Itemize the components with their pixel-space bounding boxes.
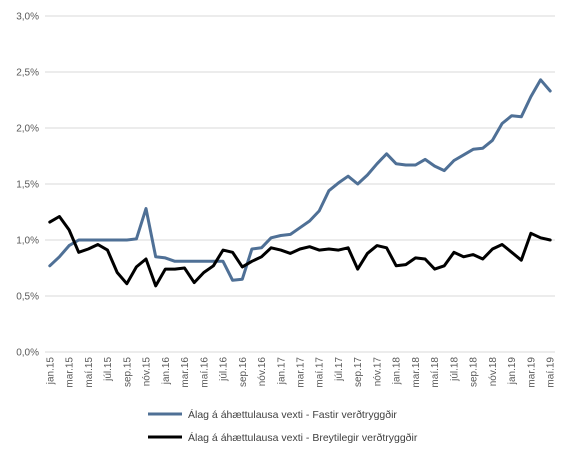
x-tick-label: nóv.17 bbox=[372, 357, 383, 387]
y-tick-label: 1,0% bbox=[16, 236, 39, 247]
x-tick-label: jan.16 bbox=[161, 357, 172, 386]
x-tick-label: mar.19 bbox=[526, 357, 537, 388]
legend: Álag á áhættulausa vexti - Fastir verðtr… bbox=[148, 408, 418, 444]
x-tick-label: nóv.18 bbox=[488, 357, 499, 387]
x-tick-label: maí.16 bbox=[199, 357, 210, 388]
x-tick-label: maí.18 bbox=[430, 357, 441, 388]
x-tick-label: júl.16 bbox=[219, 357, 230, 382]
y-axis-tick-labels: 0,0% 0,5% 1,0% 1,5% 2,0% 2,5% 3,0% bbox=[16, 12, 39, 359]
x-tick-label: mar.16 bbox=[180, 357, 191, 388]
x-tick-label: jan.15 bbox=[45, 357, 56, 386]
y-tick-label: 1,5% bbox=[16, 180, 39, 191]
x-tick-label: sep.17 bbox=[353, 357, 364, 387]
x-tick-label: mar.18 bbox=[411, 357, 422, 388]
legend-label-variable: Álag á áhættulausa vexti - Breytilegir v… bbox=[188, 431, 418, 444]
x-tick-label: mar.15 bbox=[65, 357, 76, 388]
x-tick-label: júl.15 bbox=[103, 357, 114, 382]
x-tick-label: nóv.16 bbox=[257, 357, 268, 387]
y-tick-label: 2,5% bbox=[16, 68, 39, 79]
x-tick-label: sep.18 bbox=[469, 357, 480, 387]
x-tick-label: jan.17 bbox=[276, 357, 287, 386]
y-tick-label: 2,0% bbox=[16, 124, 39, 135]
x-tick-label: maí.17 bbox=[315, 357, 326, 388]
x-tick-label: sep.16 bbox=[238, 357, 249, 387]
x-tick-label: sep.15 bbox=[122, 357, 133, 387]
x-tick-label: júl.18 bbox=[449, 357, 460, 382]
x-tick-label: júl.17 bbox=[334, 357, 345, 382]
y-tick-label: 0,5% bbox=[16, 292, 39, 303]
y-tick-label: 0,0% bbox=[16, 348, 39, 359]
x-tick-label: jan.19 bbox=[507, 357, 518, 386]
x-tick-label: jan.18 bbox=[392, 357, 403, 386]
x-tick-label: mar.17 bbox=[296, 357, 307, 388]
x-axis-tick-labels: jan.15 mar.15 maí.15 júl.15 sep.15 nóv.15 jan.… bbox=[45, 357, 556, 388]
x-tick-label: nóv.15 bbox=[142, 357, 153, 387]
x-tick-label: maí.15 bbox=[84, 357, 95, 388]
y-tick-label: 3,0% bbox=[16, 12, 39, 23]
series-lines bbox=[48, 78, 552, 288]
legend-label-fixed: Álag á áhættulausa vexti - Fastir verðtr… bbox=[188, 408, 397, 421]
series-line-fixed bbox=[48, 78, 552, 282]
series-line-variable bbox=[48, 215, 552, 288]
x-tick-label: maí.19 bbox=[546, 357, 557, 388]
